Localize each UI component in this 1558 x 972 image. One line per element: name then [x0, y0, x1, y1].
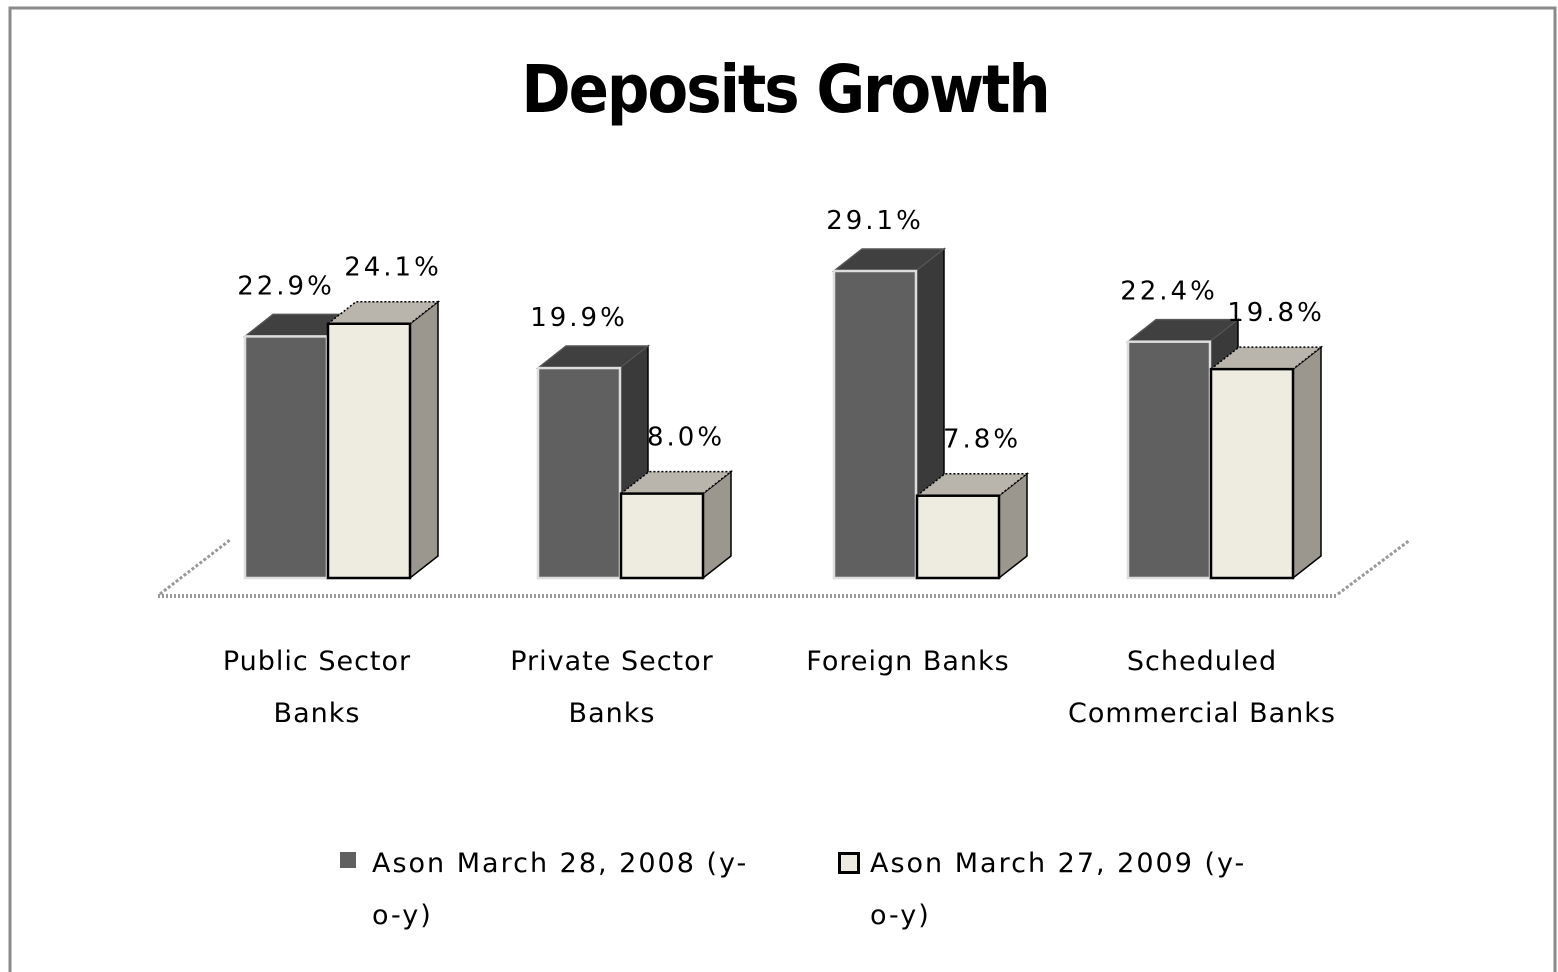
value-label: 19.8%	[1227, 298, 1325, 328]
chart-title: Deposits Growth	[521, 51, 1048, 128]
legend-swatch	[340, 852, 356, 868]
bar	[1126, 340, 1212, 580]
floor-edge	[1337, 538, 1411, 596]
bar	[832, 269, 918, 580]
value-label: 19.9%	[530, 303, 628, 333]
value-label: 22.4%	[1120, 277, 1218, 307]
legend-label: Ason March 28, 2008 (y-o-y)	[372, 848, 749, 931]
bar	[619, 492, 705, 580]
bar	[1209, 367, 1295, 580]
x-tick-label: Private Sector Banks	[510, 646, 714, 729]
bar	[536, 366, 622, 580]
legend-swatch	[838, 852, 860, 874]
value-label: 22.9%	[237, 271, 335, 301]
bar	[326, 322, 412, 580]
floor-edge	[159, 538, 231, 596]
bar-side	[409, 300, 439, 580]
bar	[915, 494, 1001, 580]
x-tick-label: Foreign Banks	[806, 646, 1010, 677]
x-tick-label: Scheduled Commercial Banks	[1068, 646, 1336, 729]
value-label: 7.8%	[943, 425, 1021, 455]
x-tick-label: Public Sector Banks	[222, 646, 412, 729]
legend-label: Ason March 27, 2009 (y-o-y)	[870, 848, 1247, 931]
value-label: 24.1%	[344, 253, 442, 283]
bar	[243, 335, 329, 580]
bar-side	[1292, 345, 1322, 580]
frame	[8, 6, 1557, 972]
value-label: 8.0%	[647, 423, 725, 453]
value-label: 29.1%	[826, 206, 924, 236]
